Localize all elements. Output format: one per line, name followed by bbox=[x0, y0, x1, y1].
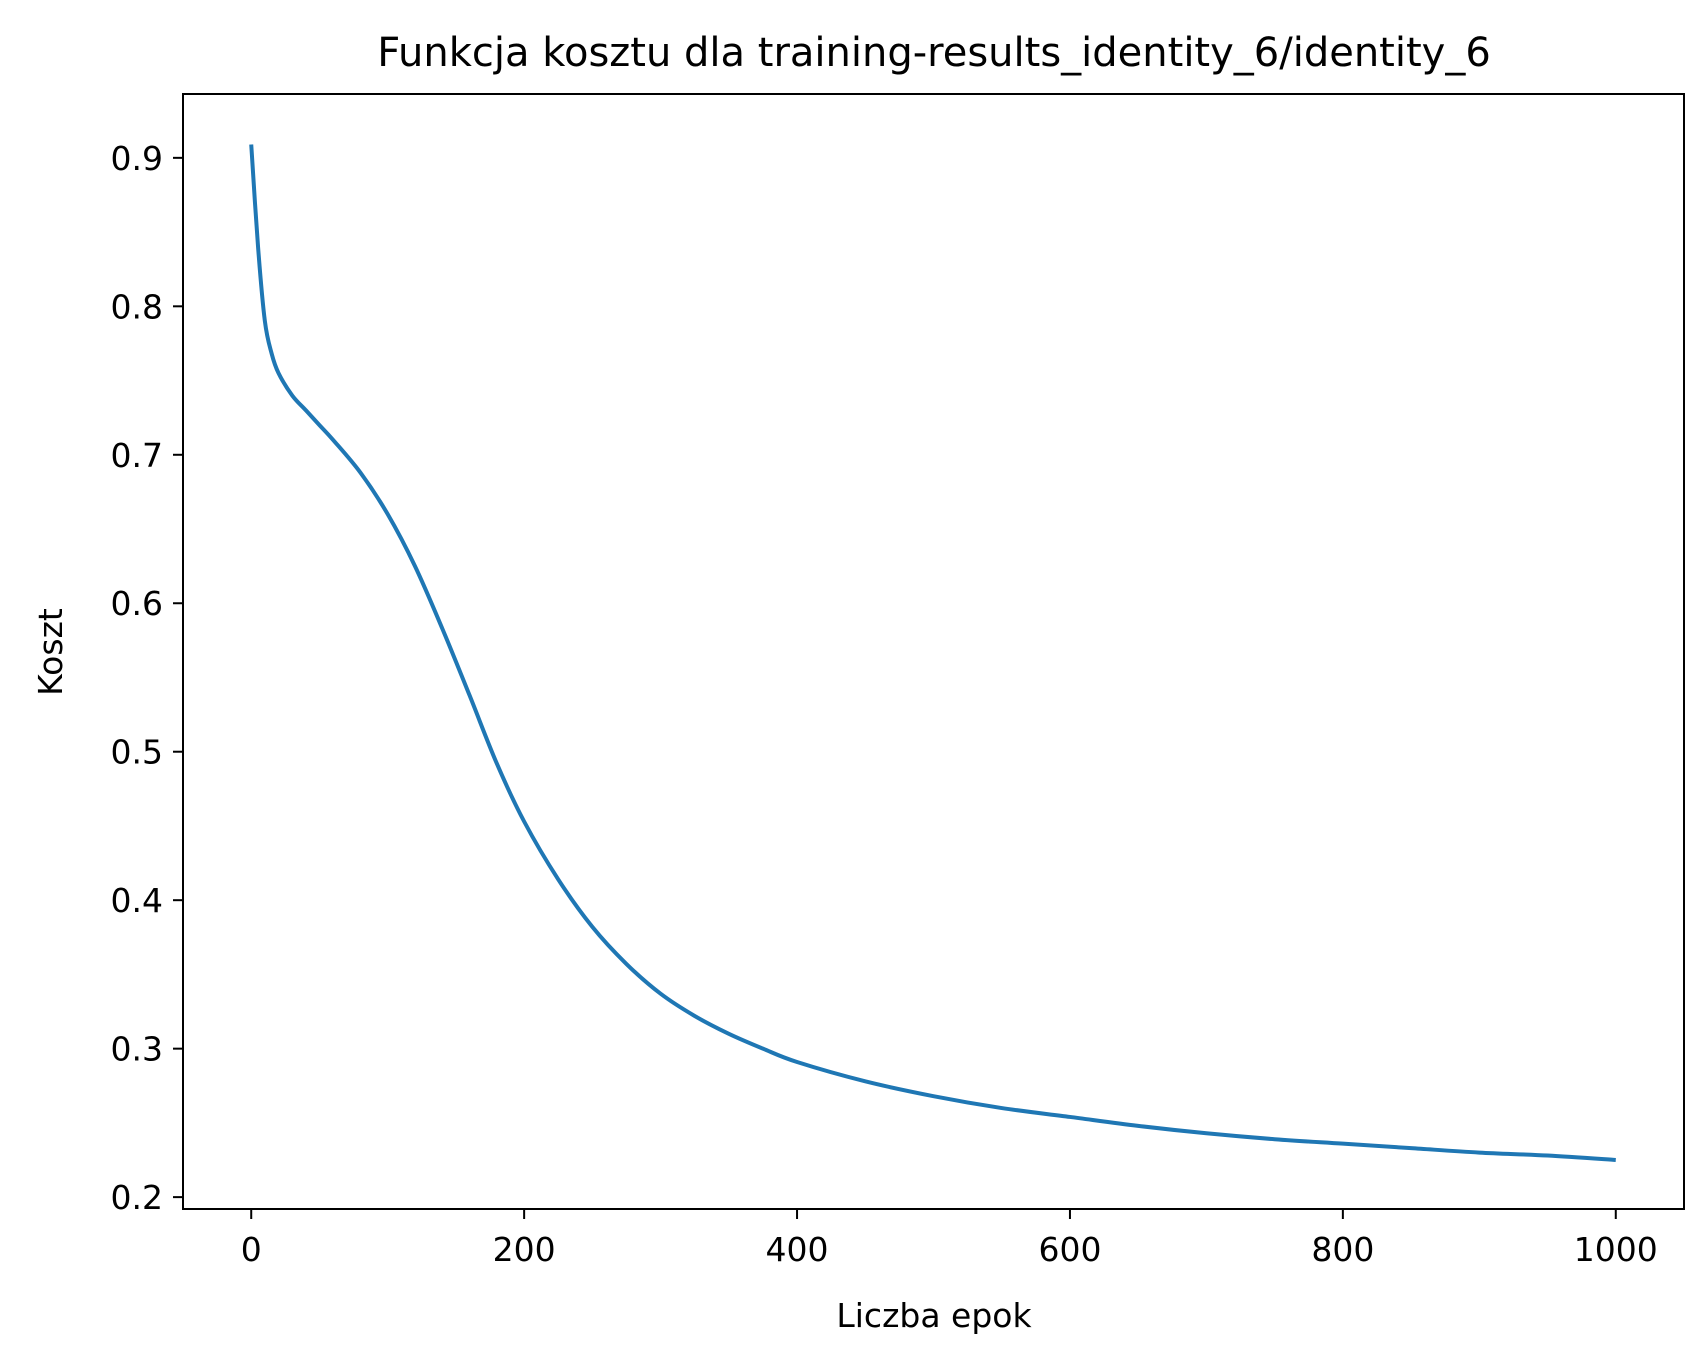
y-tick-label: 0.3 bbox=[111, 1030, 163, 1069]
x-tick-label: 1000 bbox=[1574, 1230, 1658, 1269]
series-layer bbox=[249, 144, 1616, 1163]
x-tick-label: 400 bbox=[766, 1230, 829, 1269]
y-tick-label: 0.2 bbox=[111, 1178, 163, 1217]
x-axis-label: Liczba epok bbox=[836, 1296, 1032, 1335]
y-axis-ticks: 0.2 0.3 0.4 0.5 0.6 0.7 0.8 0.9 bbox=[111, 139, 183, 1217]
x-axis-ticks: 0 200 400 600 800 1000 bbox=[241, 1209, 1658, 1269]
y-axis-label: Koszt bbox=[31, 608, 70, 696]
axes-frame bbox=[182, 93, 1685, 1210]
y-tick-label: 0.8 bbox=[111, 287, 163, 326]
plot-area: 0 200 400 600 800 1000 0.20.30.40.50.60.70.80… bbox=[111, 93, 1685, 1269]
x-tick-label: 600 bbox=[1038, 1230, 1101, 1269]
cost-series-line bbox=[249, 144, 1616, 1163]
x-tick-label: 200 bbox=[493, 1230, 556, 1269]
y-tick-label: 0.5 bbox=[111, 733, 163, 772]
y-tick-label: 0.4 bbox=[111, 881, 163, 920]
y-tick-label: 0.7 bbox=[111, 436, 163, 475]
x-tick-label: 0 bbox=[241, 1230, 262, 1269]
y-tick-label: 0.6 bbox=[111, 584, 163, 623]
x-tick-label: 800 bbox=[1311, 1230, 1374, 1269]
y-tick-label: 0.9 bbox=[111, 139, 163, 178]
chart-title: Funkcja kosztu dla training-results_iden… bbox=[377, 30, 1491, 76]
